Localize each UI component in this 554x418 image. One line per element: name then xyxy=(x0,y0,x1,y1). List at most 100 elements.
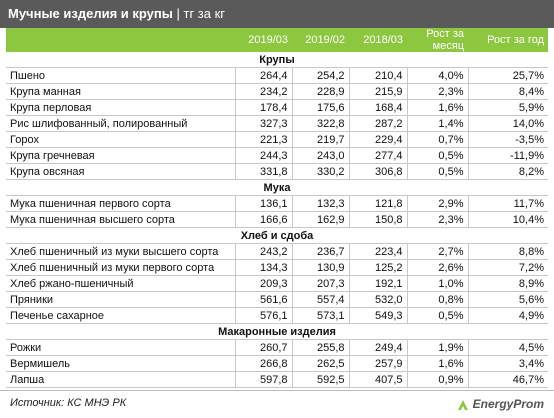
data-row: Горох 221,3 219,7 229,4 0,7% -3,5% xyxy=(6,131,548,148)
section-title: Макаронные изделия xyxy=(6,323,548,340)
cell-value: 125,2 xyxy=(348,259,407,276)
logo-text: EnergyProm xyxy=(472,397,544,411)
data-row: Вермишель 266,8 262,5 257,9 1,6% 3,4% xyxy=(6,355,548,372)
cell-value: 8,4% xyxy=(467,83,548,100)
cell-value: 576,1 xyxy=(234,307,292,324)
cell-value: 2,9% xyxy=(406,195,468,212)
cell-value: 5,9% xyxy=(467,99,548,116)
data-row: Крупа манная 234,2 228,9 215,9 2,3% 8,4% xyxy=(6,83,548,100)
header-cell xyxy=(6,28,235,52)
cell-value: 0,5% xyxy=(406,163,468,180)
data-row: Лапша 597,8 592,5 407,5 0,9% 46,7% xyxy=(6,371,548,388)
cell-value: 532,0 xyxy=(348,291,407,308)
unit: тг за кг xyxy=(183,6,226,21)
cell-value: 3,4% xyxy=(467,355,548,372)
column-header: 2019/02 xyxy=(292,28,349,52)
item-name: Крупа манная xyxy=(6,83,235,100)
cell-value: 10,4% xyxy=(467,211,548,228)
data-row: Рис шлифованный, полированный 327,3 322,8 2… xyxy=(6,115,548,132)
cell-value: 234,2 xyxy=(234,83,292,100)
data-row: Крупа овсяная 331,8 330,2 306,8 0,5% 8,2% xyxy=(6,163,548,180)
cell-value: 262,5 xyxy=(291,355,349,372)
cell-value: 1,4% xyxy=(406,115,468,132)
title-bar: Мучные изделия и крупы | тг за кг xyxy=(0,0,554,28)
cell-value: 597,8 xyxy=(234,371,292,388)
data-row: Хлеб ржано-пшеничный 209,3 207,3 192,1 1,0% 8… xyxy=(6,275,548,292)
cell-value: 8,8% xyxy=(467,243,548,260)
item-name: Крупа перловая xyxy=(6,99,235,116)
cell-value: 407,5 xyxy=(348,371,407,388)
item-name: Крупа гречневая xyxy=(6,147,235,164)
cell-value: 573,1 xyxy=(291,307,349,324)
cell-value: 132,3 xyxy=(291,195,349,212)
cell-value: 0,5% xyxy=(406,307,468,324)
section-title: Крупы xyxy=(6,52,548,68)
cell-value: 4,0% xyxy=(406,67,468,84)
item-name: Пряники xyxy=(6,291,235,308)
cell-value: 260,7 xyxy=(234,339,292,356)
cell-value: 306,8 xyxy=(348,163,407,180)
data-row: Рожки 260,7 255,8 249,4 1,9% 4,5% xyxy=(6,339,548,356)
item-name: Рис шлифованный, полированный xyxy=(6,115,235,132)
item-name: Печенье сахарное xyxy=(6,307,235,324)
cell-value: 4,9% xyxy=(467,307,548,324)
data-row: Хлеб пшеничный из муки высшего сорта 243,… xyxy=(6,243,548,260)
cell-value: 277,4 xyxy=(348,147,407,164)
cell-value: 287,2 xyxy=(348,115,407,132)
cell-value: 2,7% xyxy=(406,243,468,260)
cell-value: 0,8% xyxy=(406,291,468,308)
section-row: Мука xyxy=(6,179,548,196)
cell-value: 11,7% xyxy=(467,195,548,212)
cell-value: 244,3 xyxy=(234,147,292,164)
cell-value: 561,6 xyxy=(234,291,292,308)
cell-value: 557,4 xyxy=(291,291,349,308)
cell-value: 243,2 xyxy=(234,243,292,260)
cell-value: 257,9 xyxy=(348,355,407,372)
data-row: Хлеб пшеничный из муки первого сорта 134,… xyxy=(6,259,548,276)
cell-value: 209,3 xyxy=(234,275,292,292)
cell-value: 14,0% xyxy=(467,115,548,132)
cell-value: 219,7 xyxy=(291,131,349,148)
cell-value: 2,3% xyxy=(406,83,468,100)
cell-value: 46,7% xyxy=(467,371,548,388)
cell-value: 1,0% xyxy=(406,275,468,292)
cell-value: 150,8 xyxy=(348,211,407,228)
cell-value: 266,8 xyxy=(234,355,292,372)
data-row: Крупа перловая 178,4 175,6 168,4 1,6% 5,9% xyxy=(6,99,548,116)
cell-value: 228,9 xyxy=(291,83,349,100)
cell-value: 322,8 xyxy=(291,115,349,132)
item-name: Мука пшеничная высшего сорта xyxy=(6,211,235,228)
cell-value: 229,4 xyxy=(348,131,407,148)
cell-value: 0,7% xyxy=(406,131,468,148)
cell-value: 8,9% xyxy=(467,275,548,292)
header-row: 2019/03 2019/02 2018/03 Рост за месяц Рост з… xyxy=(6,28,548,52)
cell-value: 5,6% xyxy=(467,291,548,308)
data-row: Пшено 264,4 254,2 210,4 4,0% 25,7% xyxy=(6,67,548,84)
item-name: Рожки xyxy=(6,339,235,356)
section-title: Мука xyxy=(6,179,548,196)
cell-value: 4,5% xyxy=(467,339,548,356)
cell-value: 166,6 xyxy=(234,211,292,228)
cell-value: 8,2% xyxy=(467,163,548,180)
item-name: Крупа овсяная xyxy=(6,163,235,180)
item-name: Горох xyxy=(6,131,235,148)
cell-value: 25,7% xyxy=(467,67,548,84)
cell-value: 223,4 xyxy=(348,243,407,260)
cell-value: 331,8 xyxy=(234,163,292,180)
logo: EnergyProm xyxy=(456,397,544,412)
item-name: Хлеб пшеничный из муки высшего сорта xyxy=(6,243,235,260)
footer: Источник: КС МНЭ РК EnergyProm xyxy=(0,390,554,418)
cell-value: 130,9 xyxy=(291,259,349,276)
section-row: Крупы xyxy=(6,52,548,68)
cell-value: 327,3 xyxy=(234,115,292,132)
cell-value: 210,4 xyxy=(348,67,407,84)
cell-value: 136,1 xyxy=(234,195,292,212)
cell-value: 121,8 xyxy=(348,195,407,212)
separator: | xyxy=(176,6,180,21)
cell-value: 254,2 xyxy=(291,67,349,84)
data-row: Мука пшеничная первого сорта 136,1 132,3 12… xyxy=(6,195,548,212)
cell-value: 549,3 xyxy=(348,307,407,324)
cell-value: 1,9% xyxy=(406,339,468,356)
column-header: Рост за год xyxy=(468,28,548,52)
item-name: Хлеб ржано-пшеничный xyxy=(6,275,235,292)
